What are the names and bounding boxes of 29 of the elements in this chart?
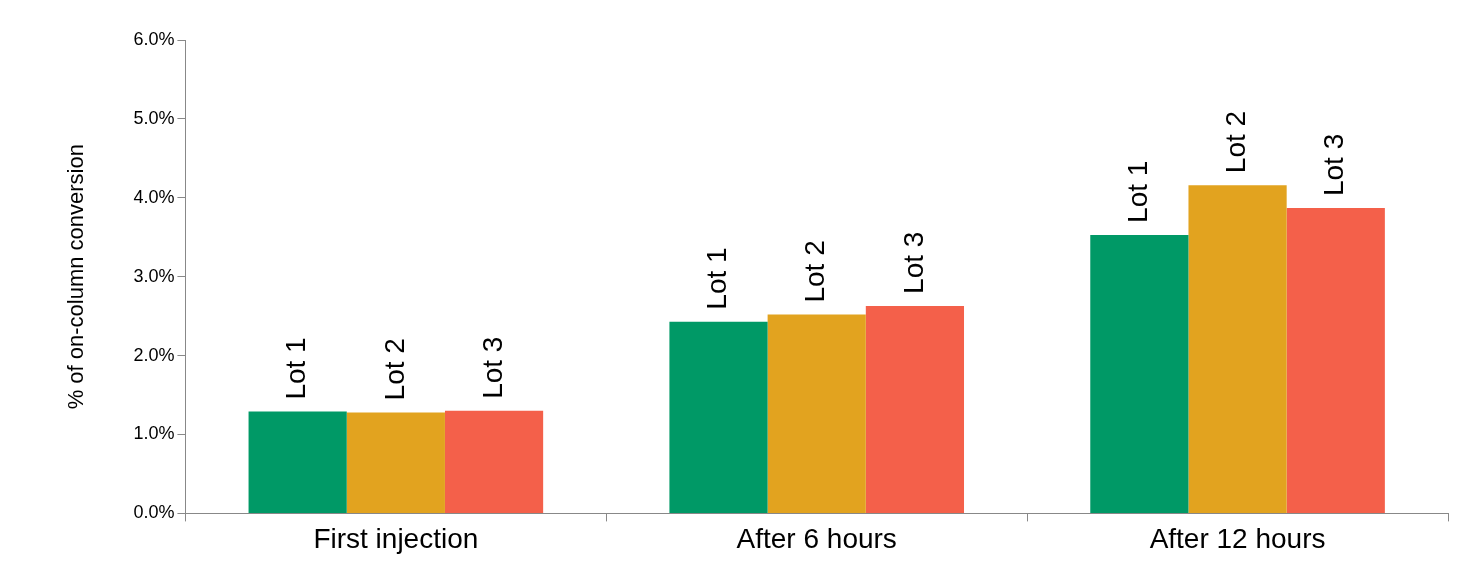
text: Lot 1	[280, 337, 312, 400]
text: Lot 2	[799, 240, 831, 303]
text: Lot 1	[701, 247, 733, 310]
text: Lot 2	[1220, 110, 1252, 174]
text: Lot 3	[476, 336, 508, 399]
bar	[767, 314, 866, 513]
y-tick-label: 3.0%	[133, 265, 175, 286]
bar	[669, 321, 768, 513]
text: Lot 3	[1318, 133, 1350, 197]
y-tick-label: 4.0%	[133, 186, 175, 207]
x-tick-label: After 12 hours	[1149, 522, 1326, 554]
y-tick-label: 5.0%	[133, 107, 175, 128]
text: Lot 1	[1122, 160, 1154, 223]
bar	[1188, 185, 1287, 513]
bar	[248, 411, 347, 513]
x-tick-label: After 6 hours	[736, 522, 897, 554]
bar	[1090, 234, 1189, 513]
bar	[346, 412, 445, 513]
text: Lot 3	[897, 231, 929, 294]
bar	[865, 305, 965, 513]
x-tick-label: First injection	[313, 522, 479, 554]
y-tick-label: 2.0%	[133, 344, 175, 365]
y-tick-label: 6.0%	[133, 28, 175, 49]
y-tick-label: 0.0%	[133, 502, 175, 523]
y-tick-label: 1.0%	[133, 423, 175, 444]
bar	[1286, 208, 1385, 513]
y-axis-title: % of on-column conversion	[63, 144, 89, 410]
bar	[444, 410, 544, 513]
text: Lot 2	[378, 338, 410, 401]
